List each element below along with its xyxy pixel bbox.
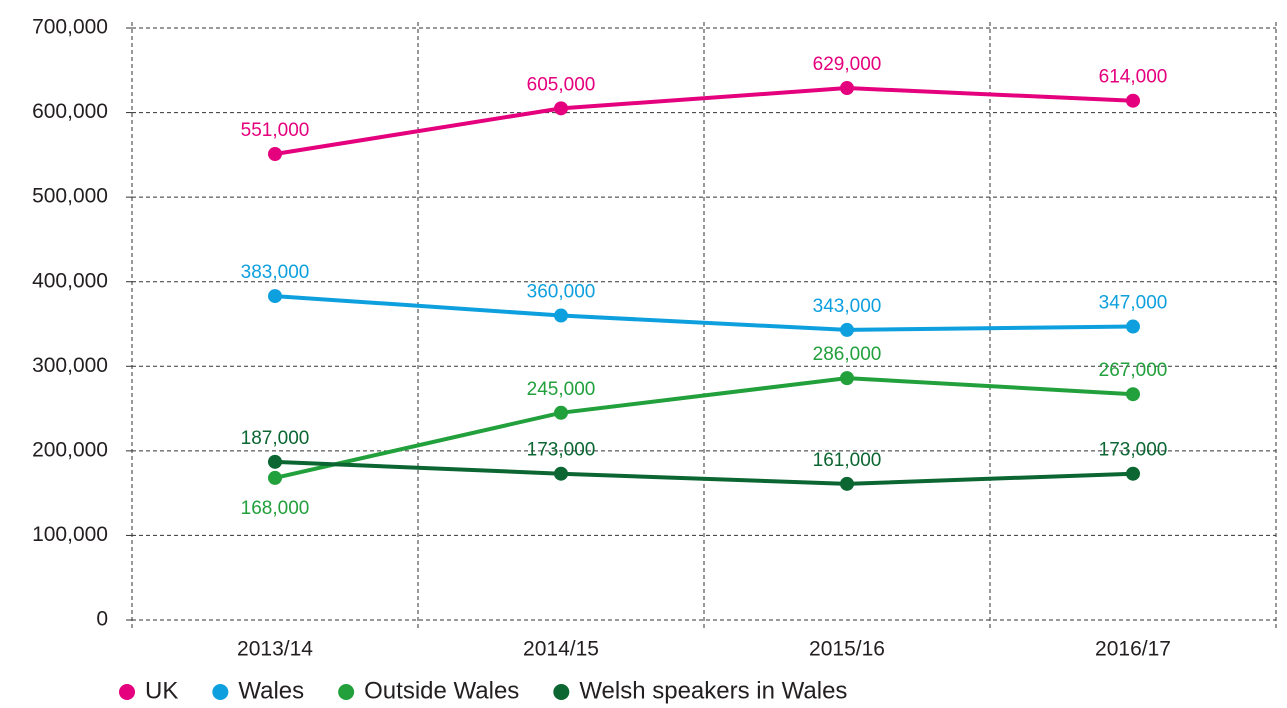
y-tick-label: 300,000	[32, 354, 108, 377]
data-point	[554, 466, 568, 481]
legend-label: Outside Wales	[364, 677, 519, 704]
data-point	[268, 289, 282, 304]
data-point	[840, 322, 854, 337]
data-label: 605,000	[527, 74, 596, 95]
series-line	[274, 86, 1134, 156]
data-label: 551,000	[241, 120, 310, 141]
data-label: 383,000	[241, 262, 310, 283]
y-tick-label: 100,000	[32, 523, 108, 546]
data-point	[1126, 93, 1140, 108]
y-tick-label: 700,000	[32, 16, 108, 39]
data-point	[554, 308, 568, 323]
legend-label: Wales	[238, 677, 304, 704]
y-tick-label: 500,000	[32, 185, 108, 208]
legend-swatch	[119, 684, 135, 700]
data-point	[840, 476, 854, 491]
data-label: 614,000	[1099, 67, 1168, 88]
series-line	[274, 459, 1134, 486]
x-tick-label: 2013/14	[237, 638, 313, 661]
data-label: 286,000	[813, 344, 882, 365]
x-tick-label: 2015/16	[809, 638, 885, 661]
data-label: 360,000	[527, 282, 596, 303]
data-point	[268, 454, 282, 469]
data-point	[840, 371, 854, 386]
y-tick-label: 0	[96, 608, 108, 631]
data-point	[268, 470, 282, 485]
data-label: 267,000	[1099, 360, 1168, 381]
data-point	[1126, 387, 1140, 402]
data-label: 161,000	[813, 450, 882, 471]
data-label: 245,000	[527, 379, 596, 400]
data-label: 347,000	[1099, 293, 1168, 314]
legend-swatch	[338, 684, 355, 700]
data-label: 173,000	[527, 440, 596, 461]
data-point	[840, 81, 854, 96]
data-label: 187,000	[241, 428, 310, 449]
y-tick-label: 600,000	[32, 100, 108, 123]
legend-label: UK	[145, 677, 178, 704]
data-point	[268, 147, 282, 162]
x-tick-label: 2014/15	[523, 638, 599, 661]
legend-swatch	[212, 684, 229, 700]
data-label: 343,000	[813, 296, 882, 317]
data-label: 173,000	[1099, 440, 1168, 461]
series-line	[274, 376, 1134, 480]
data-point	[554, 101, 568, 116]
series-line	[274, 294, 1134, 332]
y-tick-label: 400,000	[32, 269, 108, 292]
data-point	[1126, 319, 1140, 334]
data-point	[1126, 466, 1140, 481]
legend-swatch	[553, 684, 570, 700]
legend-label: Welsh speakers in Wales	[579, 677, 847, 704]
data-label: 168,000	[241, 498, 310, 519]
x-tick-label: 2016/17	[1095, 638, 1171, 661]
data-label: 629,000	[813, 54, 882, 75]
y-tick-label: 200,000	[32, 438, 108, 461]
data-point	[554, 405, 568, 420]
